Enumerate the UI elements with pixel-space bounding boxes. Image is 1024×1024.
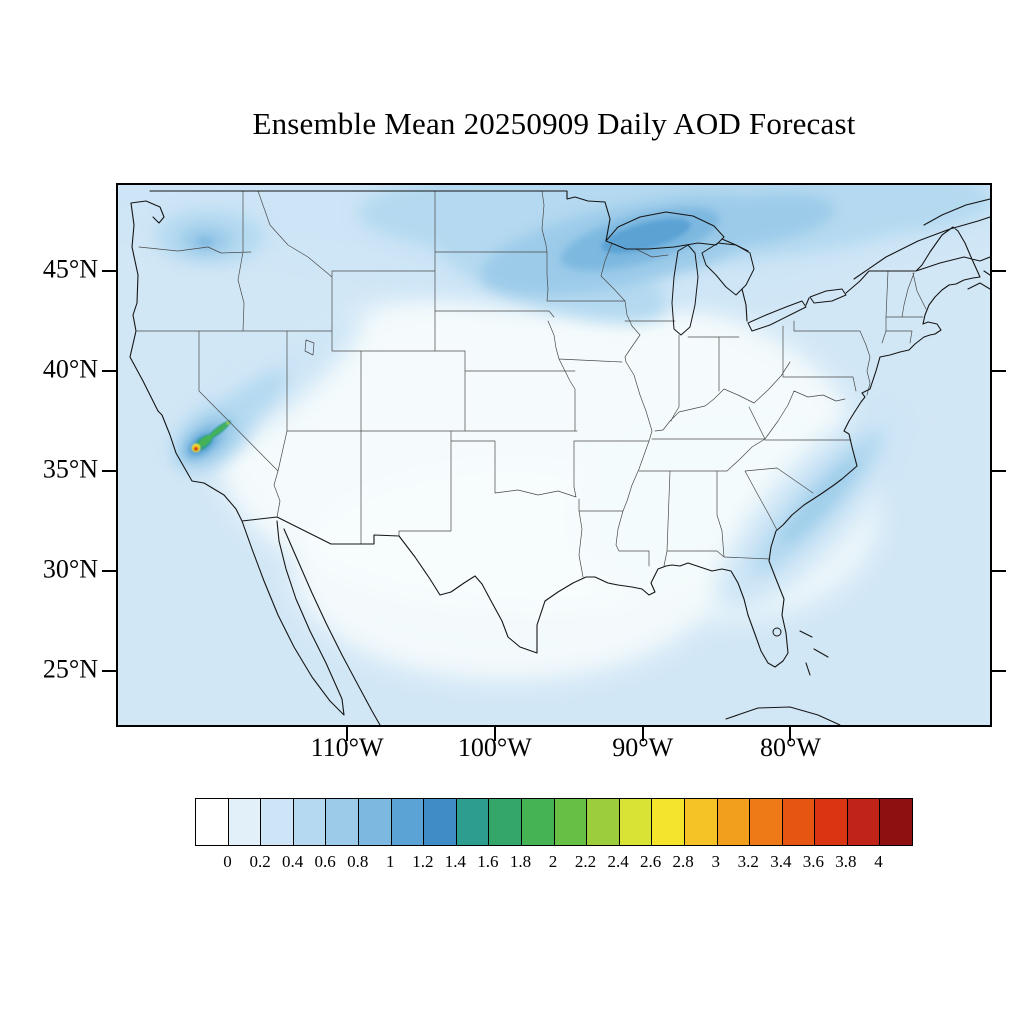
colorbar-cell [424, 799, 457, 845]
colorbar-cell [847, 799, 881, 845]
lat-tick-label: 45°N [42, 254, 98, 284]
lat-tick-label: 25°N [42, 654, 98, 684]
colorbar-tick-label: 0.6 [314, 852, 336, 871]
aod-low-land-layer [218, 285, 878, 680]
colorbar-cell [684, 799, 718, 845]
map-frame [116, 183, 992, 727]
colorbar-cell [619, 799, 653, 845]
figure-title: Ensemble Mean 20250909 Daily AOD Forecas… [252, 106, 856, 141]
lake-michigan [671, 244, 699, 336]
lake-okeechobee [772, 627, 782, 637]
lon-tick-mark [346, 727, 349, 741]
colorbar-cell [554, 799, 588, 845]
lake-erie [747, 300, 807, 332]
lake-superior [605, 211, 725, 250]
colorbar-tick-label: 0.4 [282, 852, 304, 871]
lon-tick-label: 80°W [760, 733, 821, 762]
colorbar-cell [326, 799, 359, 845]
colorbar-cell [717, 799, 751, 845]
colorbar-cell [521, 799, 555, 845]
lake-ontario [809, 288, 847, 304]
colorbar-tick-label: 3.2 [737, 852, 759, 871]
colorbar-cells [196, 799, 913, 845]
lat-tick-label: 30°N [42, 554, 98, 584]
lon-tick-label: 90°W [612, 733, 674, 762]
lon-tick-label: 110°W [310, 733, 384, 762]
colorbar-tick-label: 3.6 [802, 852, 824, 871]
lat-tick-mark [102, 570, 116, 572]
colorbar-cell [196, 799, 229, 845]
colorbar-tick-label: 3 [711, 852, 720, 871]
colorbar-tick-label: 2 [548, 852, 558, 871]
colorbar-tick-label: 0.8 [347, 852, 369, 871]
colorbar-labels: 0 0.2 0.4 0.6 0.8 1 1.2 1.4 1.6 1.8 2 2.2 2.4 2.6 2.8 3… [195, 852, 911, 876]
colorbar-cell [880, 799, 913, 845]
lat-tick-mark [992, 570, 1006, 572]
lat-tick-mark [992, 670, 1006, 672]
lat-tick-mark [992, 470, 1006, 472]
colorbar-cell [587, 799, 620, 845]
lat-tick-label: 40°N [42, 354, 98, 384]
state-borders [136, 190, 927, 578]
colorbar-tick-label: 1 [386, 852, 395, 871]
colorbar-cell [456, 799, 490, 845]
colorbar-cell [815, 799, 848, 845]
colorbar-cell [293, 799, 327, 845]
lat-tick-mark [102, 370, 116, 372]
aod-shading-layer [118, 185, 990, 612]
colorbar-tick-label: 2.4 [607, 852, 629, 871]
colorbar-tick-label: 4 [874, 852, 883, 871]
colorbar-cell [750, 799, 783, 845]
lat-tick-label: 35°N [42, 454, 98, 484]
colorbar-tick-label: 3.4 [770, 852, 792, 871]
colorbar-cell [782, 799, 816, 845]
colorbar-cell [391, 799, 425, 845]
colorbar-cell [358, 799, 392, 845]
colorbar [195, 798, 913, 846]
colorbar-tick-label: 2.6 [640, 852, 662, 871]
lat-tick-mark [102, 470, 116, 472]
colorbar-cell [228, 799, 262, 845]
lat-tick-mark [102, 670, 116, 672]
colorbar-tick-label: 0 [223, 852, 232, 871]
colorbar-tick-label: 1.2 [412, 852, 434, 871]
colorbar-tick-label: 1.8 [509, 852, 532, 871]
lon-tick-mark [789, 727, 792, 741]
great-lakes [605, 211, 847, 637]
lake-huron [701, 242, 755, 296]
conus-aod-map [118, 185, 990, 725]
colorbar-tick-label: 2.2 [574, 852, 597, 871]
lat-tick-mark [992, 270, 1006, 272]
california-hotspot [191, 420, 232, 453]
colorbar-tick-label: 2.8 [672, 852, 694, 871]
colorbar-tick-label: 1.6 [477, 852, 499, 871]
colorbar-tick-label: 3.8 [835, 852, 857, 871]
lon-tick-label: 100°W [457, 733, 532, 762]
lat-tick-mark [102, 270, 116, 272]
lon-tick-mark [641, 727, 644, 741]
lon-tick-mark [493, 727, 496, 741]
colorbar-tick-label: 0.2 [249, 852, 271, 871]
colorbar-cell [652, 799, 685, 845]
lat-tick-mark [992, 370, 1006, 372]
colorbar-tick-label: 1.4 [444, 852, 466, 871]
colorbar-cell [261, 799, 294, 845]
colorbar-cell [489, 799, 522, 845]
